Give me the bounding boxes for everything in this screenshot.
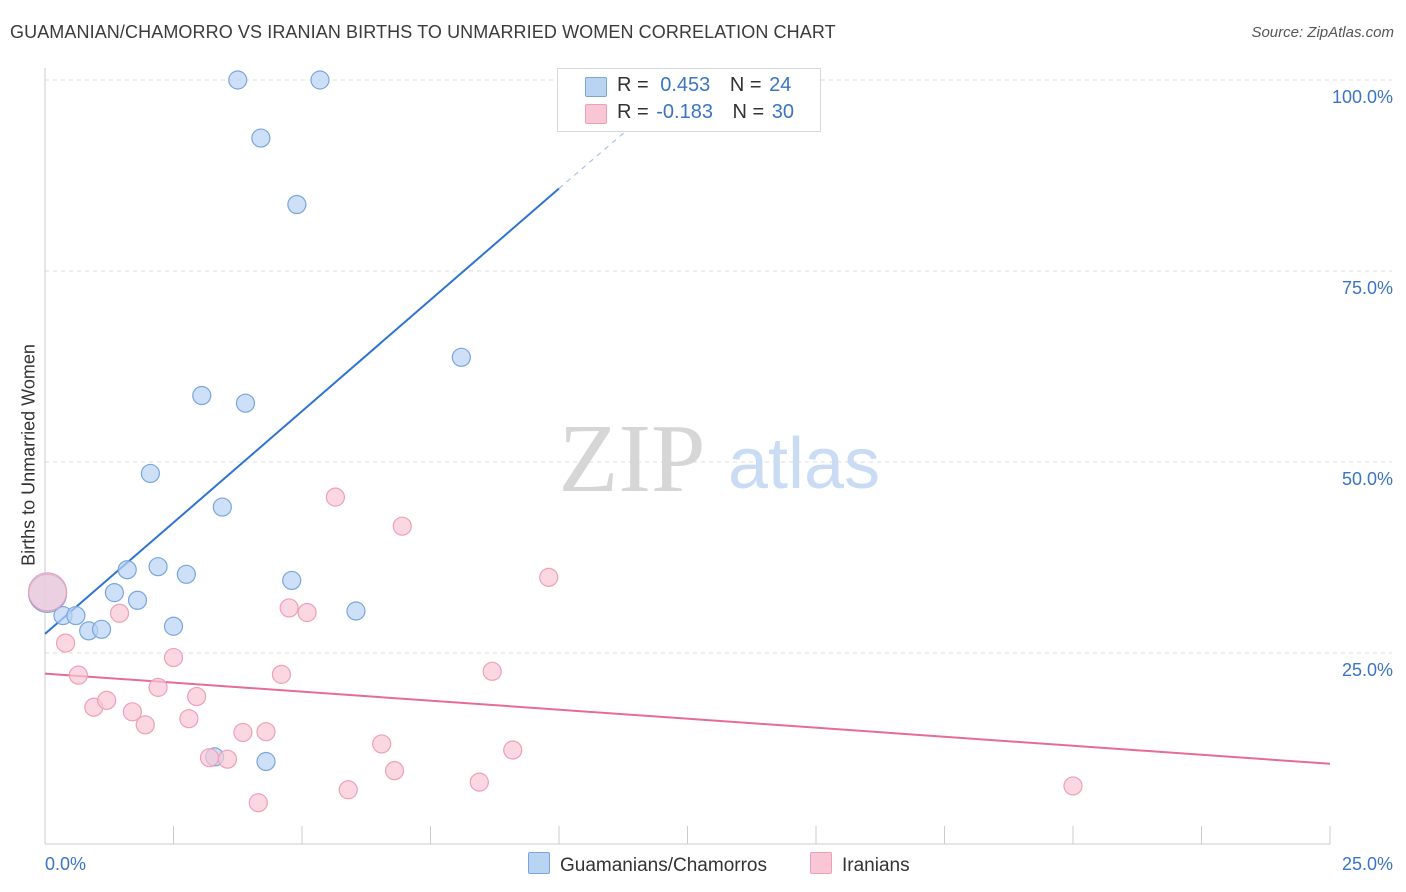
- point-guamanian: [127, 590, 148, 610]
- legend-label-guamanians: Guamanians/Chamorros: [560, 855, 767, 876]
- point-iranian: [248, 793, 268, 813]
- y-axis-label: Births to Unmarried Women: [18, 344, 39, 566]
- watermark-atlas: atlas: [728, 424, 880, 504]
- point-guamanian: [346, 601, 366, 621]
- point-guamanian: [235, 393, 256, 413]
- point-iranian: [279, 598, 299, 618]
- point-iranian: [384, 761, 405, 781]
- point-iranian: [217, 749, 238, 769]
- point-iranian: [469, 772, 489, 792]
- legend-swatch-blue: [528, 852, 550, 874]
- point-guamanian: [140, 463, 160, 484]
- point-iranian: [179, 709, 199, 729]
- correlation-legend: R = 0.453 N = 24 R = -0.183 N = 30: [557, 68, 821, 132]
- series-legend: Guamanians/Chamorros Iranians: [0, 852, 1406, 878]
- point-guamanian: [192, 385, 212, 406]
- trend-line-extension: [558, 130, 627, 189]
- point-guamanian: [117, 560, 137, 580]
- legend-r-value: -0.183: [656, 101, 713, 123]
- point-guamanian: [282, 570, 302, 591]
- point-iranian: [135, 715, 155, 735]
- source-label: Source: ZipAtlas.com: [1251, 24, 1394, 41]
- point-iranian: [233, 722, 253, 743]
- point-guamanian: [148, 557, 168, 577]
- data-points: [27, 70, 1083, 813]
- legend-label-iranians: Iranians: [842, 855, 910, 876]
- tick-labels: 100.0% 75.0% 50.0% 25.0% 0.0% 25.0%: [45, 87, 1393, 874]
- y-tick-label: 100.0%: [1332, 87, 1393, 107]
- grid-lines: [45, 79, 1392, 654]
- point-iranian: [148, 677, 168, 697]
- trend-line-iranian: [44, 672, 1331, 765]
- legend-n-value: 30: [771, 101, 795, 123]
- point-iranian: [372, 734, 392, 754]
- legend-r-label: R =: [617, 74, 649, 96]
- x-tick-label: 25.0%: [1342, 854, 1393, 874]
- point-iranian: [271, 664, 292, 684]
- legend-row-iranian: R = -0.183 N = 30: [558, 101, 820, 127]
- point-iranian: [325, 487, 346, 507]
- point-iranian: [27, 572, 68, 612]
- point-iranian: [297, 602, 317, 623]
- trend-line-guamanian: [44, 187, 560, 635]
- point-iranian: [1063, 776, 1083, 796]
- y-tick-label: 50.0%: [1342, 469, 1393, 489]
- point-guamanian: [104, 583, 124, 603]
- point-iranian: [163, 647, 184, 668]
- point-guamanian: [66, 605, 86, 626]
- point-iranian: [97, 690, 117, 710]
- legend-item-iranians: Iranians: [810, 852, 910, 877]
- point-iranian: [256, 722, 276, 742]
- point-guamanian: [287, 194, 307, 215]
- legend-swatch-pink: [585, 104, 607, 124]
- point-iranian: [187, 686, 207, 707]
- point-iranian: [482, 661, 502, 681]
- legend-r-label: R =: [617, 101, 649, 123]
- point-guamanian: [251, 128, 271, 148]
- point-iranian: [68, 665, 89, 685]
- point-iranian: [503, 740, 523, 760]
- watermark: ZIP atlas: [559, 405, 881, 513]
- point-iranian: [199, 748, 220, 768]
- point-iranian: [109, 603, 130, 623]
- point-guamanian: [451, 347, 471, 367]
- x-tick-label: 0.0%: [45, 854, 86, 874]
- point-guamanian: [163, 616, 184, 636]
- y-tick-label: 25.0%: [1342, 660, 1393, 680]
- axes: [44, 68, 1331, 845]
- legend-item-guamanians: Guamanians/Chamorros: [528, 852, 767, 877]
- point-iranian: [122, 702, 142, 722]
- legend-n-value: 24: [769, 74, 792, 96]
- point-guamanian: [176, 564, 196, 584]
- point-guamanian: [310, 70, 330, 90]
- legend-row-guamanian: R = 0.453 N = 24: [558, 74, 820, 100]
- point-guamanian: [256, 751, 276, 772]
- point-guamanian: [212, 497, 232, 517]
- legend-n-label: N =: [729, 74, 762, 96]
- watermark-zip: ZIP: [559, 405, 706, 513]
- point-guamanian: [228, 70, 248, 90]
- legend-r-value: 0.453: [660, 74, 711, 96]
- chart-title: GUAMANIAN/CHAMORRO VS IRANIAN BIRTHS TO …: [10, 22, 836, 42]
- y-tick-label: 75.0%: [1342, 278, 1393, 298]
- point-iranian: [338, 780, 358, 800]
- point-iranian: [55, 633, 76, 653]
- point-iranian: [539, 567, 559, 587]
- point-iranian: [392, 516, 412, 536]
- point-guamanian: [91, 619, 112, 639]
- legend-swatch-pink: [810, 852, 832, 874]
- trend-lines: [44, 130, 1331, 765]
- legend-n-label: N =: [732, 101, 765, 123]
- legend-swatch-blue: [585, 77, 607, 97]
